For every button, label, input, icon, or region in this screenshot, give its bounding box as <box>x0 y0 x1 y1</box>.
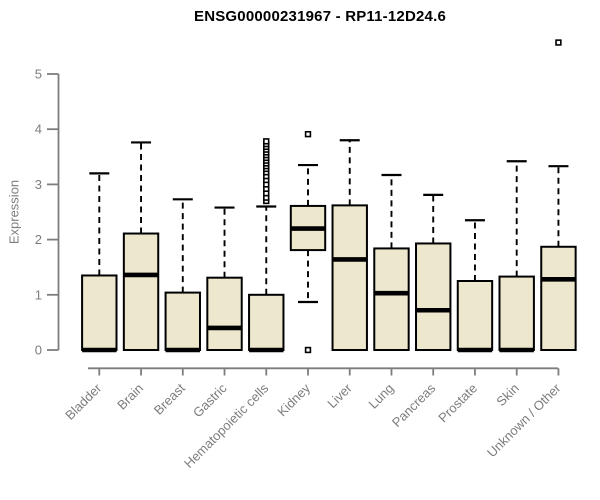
outlier-point <box>304 130 312 138</box>
y-tick-label: 3 <box>35 177 42 192</box>
iqr-box <box>248 293 285 351</box>
y-tick-label: 0 <box>35 343 42 358</box>
iqr-box <box>81 274 118 352</box>
iqr-box <box>122 232 160 351</box>
box-plot-unknown-other <box>540 39 577 351</box>
box-plot-skin <box>498 160 535 353</box>
x-category-label: Brain <box>114 381 146 413</box>
outlier-point <box>555 39 562 46</box>
x-category-label: Liver <box>324 380 355 411</box>
y-tick-label: 2 <box>35 232 42 247</box>
x-category-label: Breast <box>151 380 188 417</box>
x-category-label: Prostate <box>435 381 480 426</box>
y-tick-label: 5 <box>35 67 42 82</box>
y-tick-label: 1 <box>35 287 42 302</box>
box-plot-liver <box>331 139 368 351</box>
iqr-box <box>456 280 494 351</box>
box-plot-hematopoietic-cells <box>248 138 285 353</box>
x-category-label: Kidney <box>274 380 313 419</box>
iqr-box <box>164 291 201 352</box>
x-category-label: Skin <box>493 381 521 409</box>
iqr-box <box>415 242 452 352</box>
box-plot-lung <box>373 173 410 352</box>
iqr-box <box>206 276 243 351</box>
iqr-box <box>331 204 368 351</box>
x-category-label: Pancreas <box>389 380 439 430</box>
x-category-label: Bladder <box>62 380 105 423</box>
box-plot-kidney <box>289 130 327 354</box>
box-plot-prostate <box>456 219 494 353</box>
iqr-box <box>540 245 577 351</box>
y-tick-label: 4 <box>35 122 42 137</box>
box-plot-gastric <box>206 206 243 351</box>
box-plot-breast <box>164 198 201 353</box>
box-plot-brain <box>122 141 160 351</box>
outlier-point <box>304 346 312 354</box>
outlier-point <box>263 138 270 145</box>
x-category-label: Unknown / Other <box>484 380 564 460</box>
iqr-box <box>373 247 410 352</box>
box-plot-bladder <box>81 172 118 353</box>
y-axis: 0 1 2 3 4 5 <box>35 67 60 358</box>
x-category-label: Lung <box>366 381 397 412</box>
chart-title: ENSG00000231967 - RP11-12D24.6 <box>193 8 446 25</box>
iqr-box <box>498 275 535 352</box>
x-category-label: Gastric <box>190 380 230 420</box>
box-plot-pancreas <box>415 193 452 352</box>
